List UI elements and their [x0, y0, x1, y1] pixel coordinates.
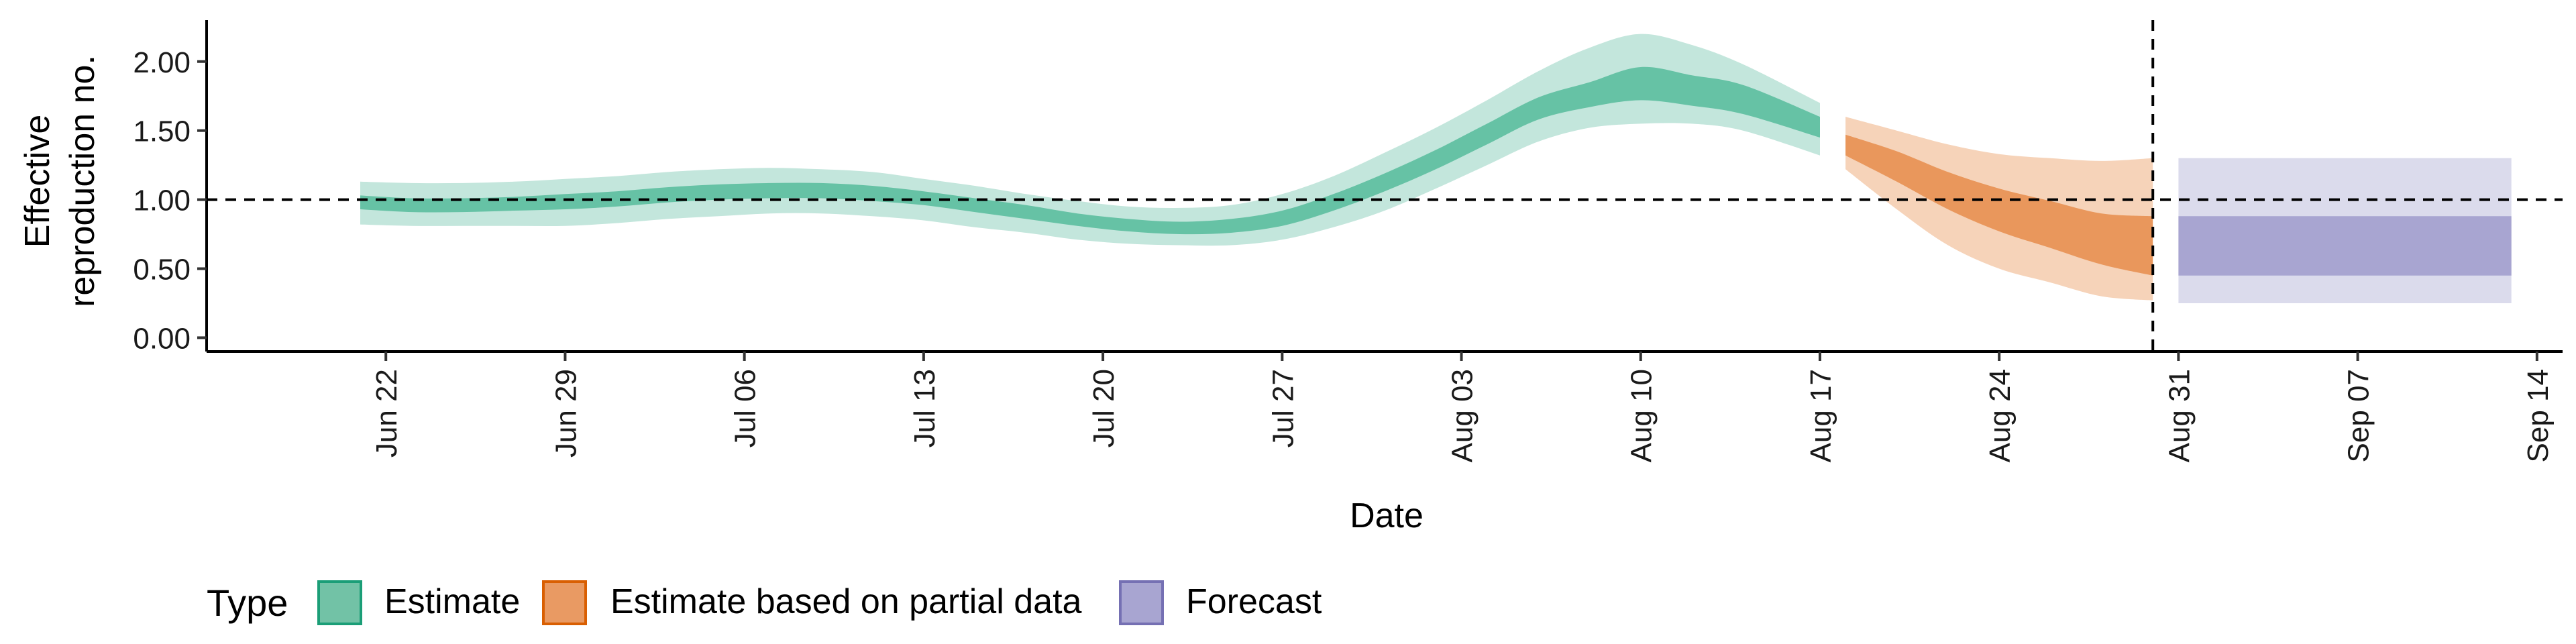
legend-label-partial: Estimate based on partial data — [610, 582, 1082, 621]
x-tick-label: Jul 27 — [1267, 369, 1299, 447]
x-tick-label: Sep 14 — [2522, 369, 2555, 462]
x-tick-label: Jun 29 — [549, 369, 582, 458]
y-axis-title: Effective reproduction no. — [18, 55, 102, 307]
legend-key-forecast — [1119, 580, 1164, 625]
band-50-partial — [1845, 134, 2153, 276]
x-axis-title: Date — [1350, 496, 1424, 535]
legend-label-estimate: Estimate — [384, 582, 520, 621]
y-tick-label: 0.00 — [133, 322, 191, 355]
y-tick-label: 2.00 — [133, 46, 191, 79]
chart-ticks: 0.00 0.50 1.00 1.50 2.00 Jun 22 Jun 29 Jul 06 Ju… — [133, 46, 2554, 463]
band-50-estimate — [360, 66, 1820, 235]
chart-bands — [360, 34, 2512, 303]
legend-label-forecast: Forecast — [1186, 582, 1322, 621]
legend-item-forecast: Forecast — [1119, 580, 1322, 625]
x-tick-label: Jul 13 — [908, 369, 941, 447]
band-50-forecast — [2178, 216, 2512, 276]
legend-title: Type — [207, 582, 288, 624]
x-tick-label: Aug 03 — [1446, 369, 1479, 462]
x-tick-label: Jul 20 — [1087, 369, 1120, 447]
band-90-estimate — [360, 34, 1820, 246]
legend-item-partial: Estimate based on partial data — [542, 580, 1082, 625]
y-axis-title-line-1: Effective — [18, 115, 57, 248]
x-tick-label: Aug 31 — [2163, 369, 2196, 462]
legend: Type Estimate Estimate based on partial … — [207, 580, 1322, 625]
x-tick-label: Jun 22 — [370, 369, 403, 458]
legend-key-estimate — [317, 580, 362, 625]
x-tick-label: Aug 17 — [1805, 369, 1837, 462]
x-tick-label: Sep 07 — [2343, 369, 2375, 462]
y-tick-label: 1.50 — [133, 115, 191, 148]
x-tick-label: Aug 10 — [1625, 369, 1658, 462]
y-tick-label: 0.50 — [133, 254, 191, 286]
y-axis-title-line-2: reproduction no. — [63, 55, 102, 307]
reference-lines — [207, 20, 2563, 352]
x-tick-label: Aug 24 — [1984, 369, 2017, 462]
x-tick-label: Jul 06 — [729, 369, 762, 447]
y-tick-label: 1.00 — [133, 184, 191, 217]
chart-axes — [205, 20, 2563, 353]
legend-key-partial — [542, 580, 587, 625]
legend-item-estimate: Estimate — [317, 580, 520, 625]
